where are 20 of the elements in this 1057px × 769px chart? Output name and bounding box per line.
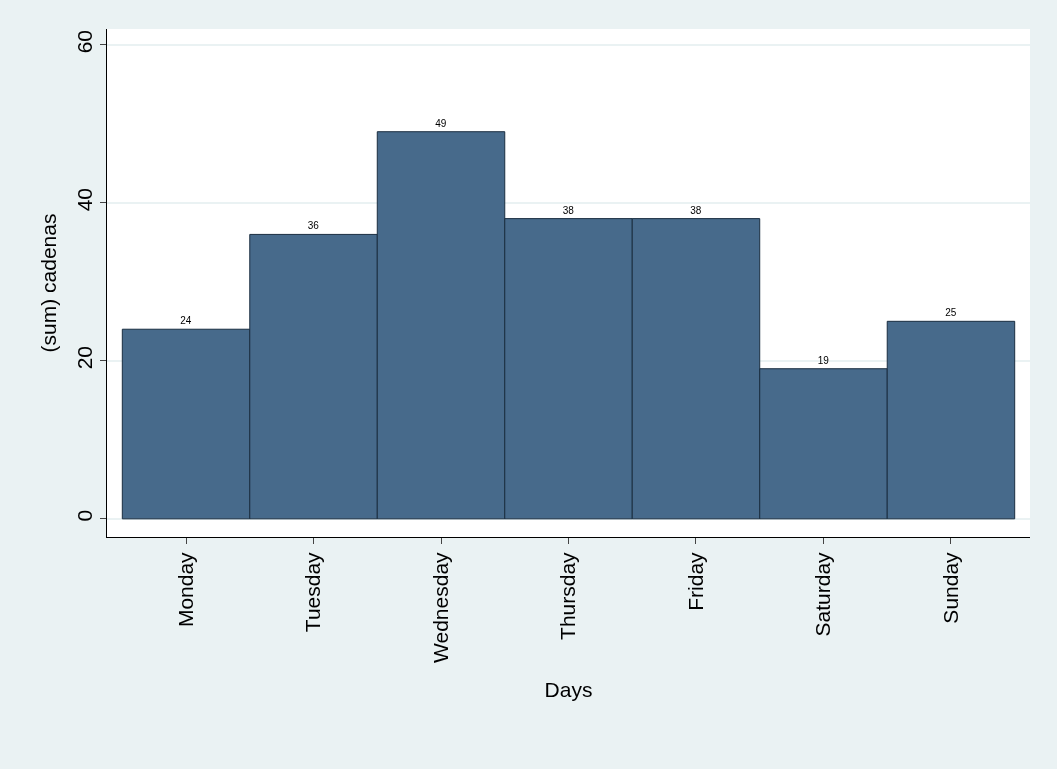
data-label: 19 <box>817 354 830 366</box>
data-label: 38 <box>690 204 702 216</box>
x-tick-label: Sunday <box>938 551 962 624</box>
x-tick-label: Saturday <box>811 551 835 637</box>
data-label: 38 <box>562 204 575 216</box>
y-tick-label: 20 <box>72 345 96 370</box>
y-tick-label: 40 <box>72 187 96 212</box>
x-axis-title: Days <box>544 678 593 702</box>
y-tick-label: 60 <box>72 29 96 54</box>
y-tick-label: 0 <box>72 509 96 522</box>
x-tick-label: Thursday <box>556 551 580 640</box>
x-tick-label: Tuesday <box>301 551 325 633</box>
x-tick-label: Friday <box>683 551 707 611</box>
data-label: 25 <box>945 307 957 319</box>
data-label: 24 <box>180 315 192 327</box>
y-axis-title: (sum) cadenas <box>36 213 60 353</box>
x-tick-label: Monday <box>173 551 197 628</box>
data-label: 49 <box>435 117 447 129</box>
x-tick-label: Wednesday <box>428 551 452 663</box>
data-label: 36 <box>307 220 320 232</box>
